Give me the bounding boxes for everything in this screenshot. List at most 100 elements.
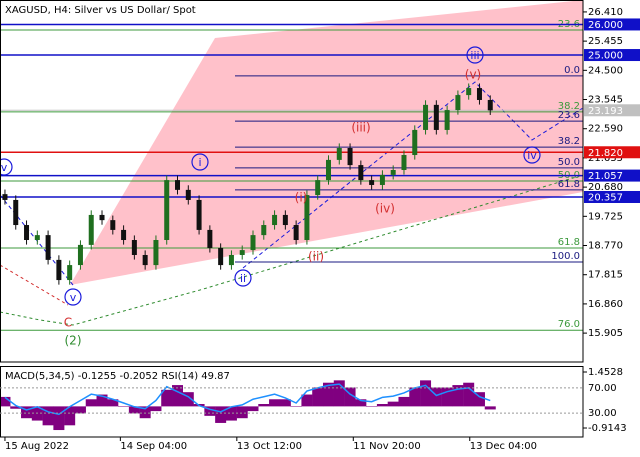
- macd-bar: [107, 399, 119, 407]
- macd-bar: [312, 387, 324, 407]
- candle-body: [358, 165, 364, 181]
- wave-label: (iii): [351, 121, 370, 135]
- candle-body: [34, 235, 40, 241]
- candle-body: [315, 180, 321, 196]
- candle-body: [261, 225, 267, 236]
- candle-body: [185, 189, 191, 200]
- macd-bar: [398, 396, 410, 407]
- candle-body: [142, 254, 148, 266]
- macd-tick-label: -0.9143: [588, 423, 627, 434]
- macd-bar: [21, 406, 33, 419]
- channel-area: [70, 0, 583, 285]
- wave-circle: [64, 288, 82, 306]
- wave-path: [0, 264, 69, 306]
- macd-bar: [236, 406, 248, 419]
- macd-bar: [279, 399, 291, 407]
- y-tick-label: 18.770: [588, 241, 623, 252]
- wave-circle: [191, 153, 209, 171]
- candle-body: [2, 194, 8, 200]
- candle-body: [272, 214, 278, 226]
- price-box: [584, 146, 640, 159]
- candle-body: [207, 229, 213, 248]
- price-box-label: 26.000: [588, 20, 623, 31]
- candle-body: [412, 129, 418, 156]
- rsi-tick-label: 70.00: [588, 383, 617, 394]
- x-tick-label: 13 Dec 04:00: [470, 441, 537, 452]
- wave-label: iii: [470, 49, 479, 62]
- candle-body: [466, 88, 472, 96]
- macd-bar: [441, 387, 453, 407]
- indicator-frame: [0, 366, 584, 438]
- macd-bar: [128, 406, 140, 414]
- candle-body: [401, 155, 407, 170]
- fib-label: 61.8: [558, 179, 580, 190]
- fib-label: 0.0: [564, 65, 580, 76]
- candle-body: [24, 225, 30, 241]
- macd-bar: [322, 382, 334, 407]
- candle-body: [45, 235, 51, 260]
- candle-body: [293, 225, 299, 241]
- candle-body: [325, 159, 331, 181]
- candle-body: [196, 199, 202, 230]
- wave-label: i: [198, 156, 201, 169]
- macd-bar: [387, 401, 399, 407]
- indicator-title: MACD(5,34,5) -0.1255 -0.2052 RSI(14) 49.…: [5, 371, 230, 382]
- macd-bar: [376, 404, 388, 407]
- chart-title: XAGUSD, H4: Silver vs US Dollar/ Spot: [5, 5, 196, 16]
- macd-bar: [247, 406, 259, 412]
- rsi-tick-label: 30.00: [588, 408, 617, 419]
- macd-bar: [182, 392, 194, 407]
- macd-bar: [161, 389, 173, 407]
- fib-label: 38.2: [558, 101, 580, 112]
- price-box-label: 21.057: [588, 171, 623, 182]
- candle-body: [218, 247, 224, 266]
- candle-body: [455, 95, 461, 111]
- y-tick-label: 24.500: [588, 65, 623, 76]
- y-tick-label: 20.680: [588, 182, 623, 193]
- main-frame: [0, 0, 584, 363]
- price-box: [584, 190, 640, 203]
- candle-body: [13, 199, 19, 226]
- wave-circle: [523, 146, 541, 164]
- indicator-panel: [0, 380, 496, 431]
- fib-label: 50.0: [558, 157, 580, 168]
- wave-label: (2): [65, 334, 82, 348]
- candle-body: [228, 254, 234, 266]
- y-tick-label: 16.860: [588, 299, 623, 310]
- macd-bar: [301, 394, 313, 407]
- main-panel: 23.60.038.223.638.250.050.061.861.8100.0…: [0, 0, 583, 348]
- wave-circle: [234, 269, 252, 287]
- wave-label: iv: [527, 149, 537, 162]
- macd-bar: [10, 406, 22, 409]
- macd-bar: [85, 399, 97, 407]
- wave-label: (iv): [375, 202, 395, 216]
- price-box: [584, 104, 640, 117]
- macd-bar: [74, 406, 86, 414]
- candle-body: [164, 180, 170, 241]
- candle-body: [487, 99, 493, 111]
- macd-bar: [344, 387, 356, 407]
- candle-body: [67, 265, 73, 281]
- candle-body: [423, 104, 429, 130]
- candle-body: [390, 169, 396, 175]
- y-tick-label: 26.410: [588, 7, 623, 18]
- macd-bar: [150, 406, 162, 412]
- macd-bar: [172, 385, 184, 407]
- candle-body: [282, 214, 288, 226]
- candle-body: [476, 88, 482, 100]
- fib-label: 38.2: [558, 136, 580, 147]
- macd-bar: [96, 394, 108, 407]
- macd-bar: [0, 396, 11, 407]
- wave-label: (ii): [308, 250, 324, 264]
- candle-body: [77, 244, 83, 266]
- wave-label: (i): [295, 191, 308, 205]
- macd-bar: [290, 406, 302, 407]
- wave-circle: [0, 158, 13, 176]
- macd-bar: [366, 406, 378, 407]
- macd-bar: [420, 380, 432, 407]
- macd-bar: [139, 406, 151, 419]
- fib-label: 76.0: [558, 319, 580, 330]
- x-tick-label: 15 Aug 2022: [5, 441, 69, 452]
- price-box: [584, 18, 640, 31]
- macd-bar: [118, 406, 130, 407]
